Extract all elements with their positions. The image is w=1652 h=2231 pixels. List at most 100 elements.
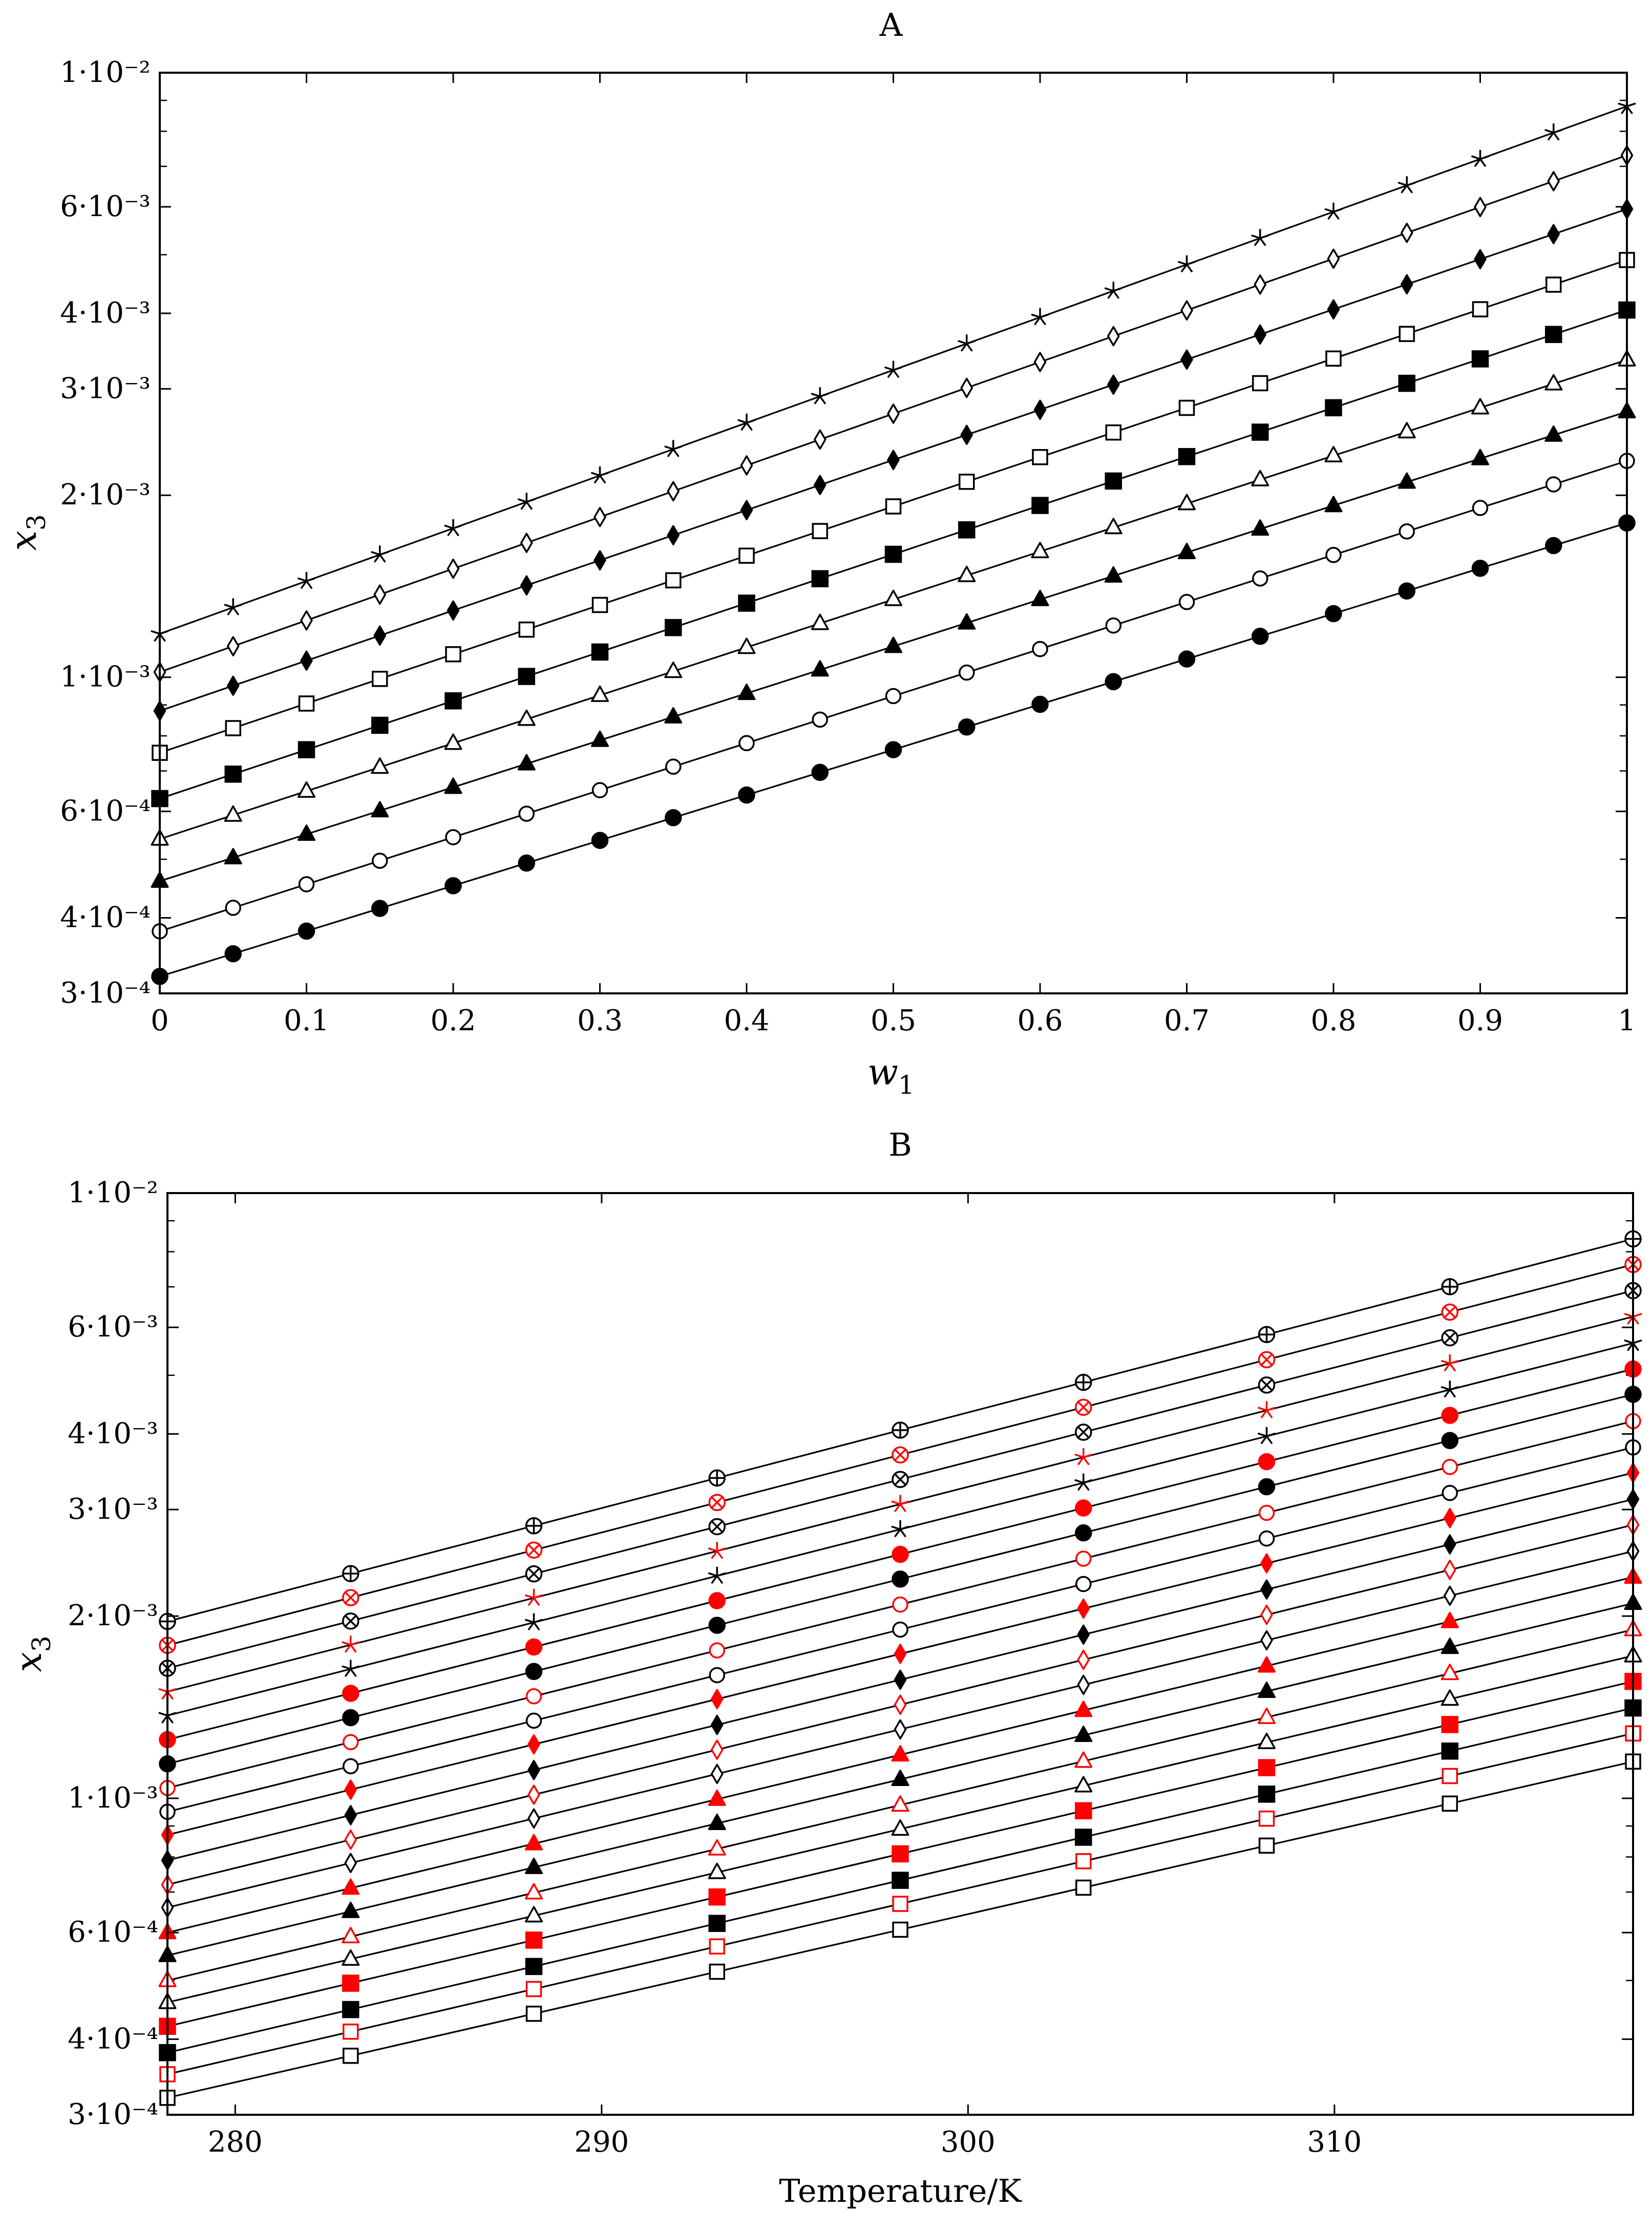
chart-a-series-4-point bbox=[958, 521, 976, 539]
chart-a-x-tick-label: 0.7 bbox=[1164, 1004, 1210, 1037]
chart-a-series-2-point bbox=[1104, 566, 1122, 583]
chart-a-series-6-point bbox=[960, 424, 973, 445]
chart-a-series-8-point bbox=[1104, 281, 1122, 299]
chart-a-series-8-point bbox=[444, 519, 462, 536]
chart-b-series-4-point bbox=[342, 1949, 360, 1966]
chart-a-series-1-point bbox=[1545, 476, 1562, 493]
chart-b-series-17-point bbox=[708, 1541, 726, 1559]
chart-a-series-0-point bbox=[665, 809, 682, 826]
chart-a-x-tick-label: 0.3 bbox=[577, 1004, 623, 1037]
chart-a-series-6-point bbox=[447, 600, 460, 621]
chart-b-series-5-point bbox=[525, 1883, 543, 1900]
chart-a-series-3-point bbox=[1324, 445, 1343, 462]
chart-a-series-1-point bbox=[885, 688, 902, 705]
chart-b-series-17-point bbox=[891, 1495, 909, 1512]
chart-b-series-7-point bbox=[1441, 1611, 1459, 1628]
chart-b-series-12-point bbox=[343, 1758, 359, 1775]
chart-a-series-3-point bbox=[1544, 374, 1563, 391]
chart-a-series-6-point bbox=[1547, 224, 1560, 244]
chart-a-series-6-point bbox=[667, 525, 680, 545]
chart-a-series-1-point bbox=[445, 829, 461, 845]
chart-a-series-0-point bbox=[224, 945, 242, 963]
chart-b-series-20-point bbox=[525, 1517, 543, 1535]
chart-b-series-15-point bbox=[525, 1638, 543, 1656]
chart-a-series-1-point bbox=[1032, 641, 1048, 657]
chart-a-x-ticks: 0 0.1 0.2 0.3 0.4 0.5 0.6 0.7 0.8 0.9 1 bbox=[151, 73, 1636, 1037]
chart-b-series-9-point bbox=[711, 1739, 724, 1760]
chart-a-series-7-point bbox=[960, 377, 973, 398]
chart-b-series-10-point bbox=[711, 1714, 724, 1735]
chart-a-series-2-point bbox=[1251, 519, 1269, 536]
chart-a-series-0-point bbox=[444, 877, 462, 895]
chart-b-series-7-point bbox=[708, 1789, 726, 1806]
chart-a-x-tick-label: 0.2 bbox=[430, 1004, 476, 1037]
chart-b-series-18-point bbox=[342, 1612, 359, 1630]
chart-a-x-tick-label: 1 bbox=[1618, 1004, 1636, 1037]
chart-b-series-16-point bbox=[1074, 1473, 1093, 1491]
chart-a-series-2-point bbox=[664, 707, 683, 724]
chart-b-series-16-point bbox=[891, 1520, 909, 1537]
chart-b-series-17-point bbox=[1258, 1401, 1276, 1418]
chart-b-series-6-point bbox=[1074, 1726, 1093, 1743]
chart-b-series-0-point bbox=[1442, 1795, 1458, 1812]
chart-a-y-tick-label: 4·10⁻³ bbox=[60, 296, 151, 330]
chart-a-series-5-point bbox=[445, 646, 461, 663]
chart-b-series-5-point bbox=[1258, 1707, 1276, 1724]
chart-a-series-8-point bbox=[517, 492, 536, 510]
chart-b-series-4-point bbox=[891, 1819, 909, 1836]
chart-a-y-tick-label: 1·10⁻³ bbox=[60, 661, 151, 694]
chart-a-series-3-point bbox=[444, 733, 462, 750]
chart-a-series-7-point bbox=[1107, 326, 1120, 347]
chart-b-series-19-point bbox=[525, 1541, 543, 1559]
chart-b-x-tick-label: 280 bbox=[208, 2126, 263, 2159]
chart-a-y-tick-label: 6·10⁻³ bbox=[60, 190, 151, 223]
chart-b-series-6-point bbox=[1441, 1638, 1459, 1654]
chart-b-series-6-point bbox=[891, 1769, 909, 1786]
chart-b-series-0-point bbox=[709, 1963, 725, 1980]
chart-a-y-tick-label: 6·10⁻⁴ bbox=[60, 795, 151, 828]
chart-a-series-1-point bbox=[518, 805, 535, 822]
chart-a-series-6-point bbox=[1180, 349, 1193, 370]
chart-a-series-4-point bbox=[371, 716, 389, 734]
chart-a-series-7-point bbox=[1401, 222, 1413, 243]
chart-b-series-11-point bbox=[1260, 1553, 1273, 1574]
chart-b-series-1-point bbox=[1442, 1768, 1458, 1784]
chart-a-series-1-point bbox=[1325, 547, 1342, 563]
chart-b-series-18-point bbox=[525, 1565, 543, 1583]
chart-a-y-tick-label: 4·10⁻⁴ bbox=[60, 901, 151, 934]
chart-b-series-3-point bbox=[525, 1931, 543, 1949]
chart-a-series-1-point bbox=[1252, 570, 1268, 587]
chart-b-series-12-point bbox=[892, 1621, 908, 1638]
chart-b-series-9-point bbox=[527, 1784, 540, 1805]
chart-b-series-2-point bbox=[708, 1915, 726, 1932]
chart-b-y-tick-label: 3·10⁻³ bbox=[68, 1493, 158, 1526]
chart-a-series-7-point bbox=[1033, 352, 1047, 372]
chart-a-series-2-point bbox=[1397, 472, 1416, 489]
chart-a-series-4-point bbox=[1252, 423, 1269, 441]
chart-a-series-3-point bbox=[517, 709, 536, 726]
chart-b-series-5-point bbox=[342, 1927, 360, 1944]
chart-b-series-16-point bbox=[525, 1613, 543, 1630]
chart-a-series-7-point bbox=[814, 429, 827, 450]
chart-a-x-tick-label: 0.8 bbox=[1310, 1004, 1356, 1037]
chart-b-series-11-point bbox=[527, 1734, 540, 1755]
chart-a-y-ticks: 3·10⁻⁴ 4·10⁻⁴ 6·10⁻⁴ 1·10⁻³ 2·10⁻³ 3·10⁻³ 4·10… bbox=[60, 56, 1627, 1010]
chart-a-x-tick-label: 0.9 bbox=[1457, 1004, 1503, 1037]
chart-b-y-tick-label: 1·10⁻² bbox=[68, 1176, 158, 1209]
chart-b-series-11-point bbox=[894, 1644, 907, 1664]
chart-a-series-8-point bbox=[1324, 202, 1343, 220]
chart-a-series-5-point bbox=[959, 474, 975, 490]
chart-a-series-4-point bbox=[1031, 497, 1049, 514]
chart-b-series-13-point bbox=[1075, 1550, 1092, 1567]
chart-b-series-3-point bbox=[708, 1888, 726, 1906]
chart-b-series-15-point bbox=[342, 1685, 359, 1702]
chart-a-series-8-point bbox=[1471, 150, 1489, 167]
chart-a-x-tick-label: 0.6 bbox=[1017, 1004, 1063, 1037]
chart-b-x-axis-label: Temperature/K bbox=[779, 2172, 1022, 2209]
chart-a-series-2-point bbox=[298, 824, 315, 841]
chart-a-series-5-point bbox=[885, 498, 902, 515]
chart-b-series-20-point bbox=[892, 1421, 909, 1439]
chart-b-series-11-point bbox=[1444, 1507, 1456, 1528]
chart-b-series-15-point bbox=[892, 1545, 909, 1563]
